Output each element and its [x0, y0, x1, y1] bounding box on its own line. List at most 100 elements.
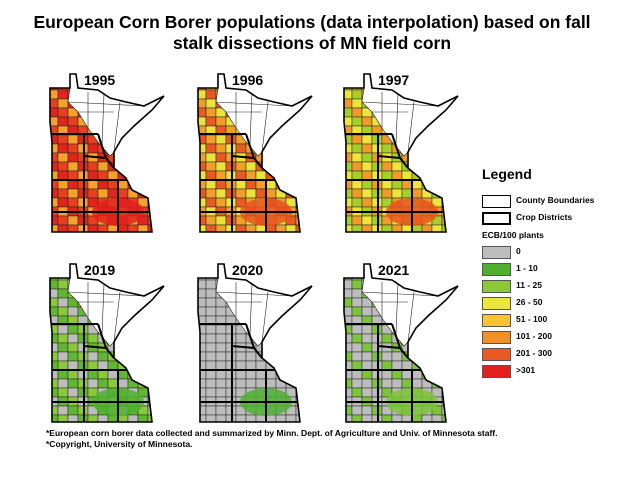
county-cell [305, 224, 312, 232]
county-cell [441, 264, 453, 272]
county-cell [285, 80, 297, 91]
county-cell [198, 264, 207, 272]
crop-district-line [377, 155, 401, 159]
county-cell [451, 315, 458, 326]
county-cell [431, 179, 443, 190]
county-cell [361, 197, 373, 208]
county-cell [157, 270, 164, 281]
county-cell [97, 351, 109, 362]
county-cell [462, 108, 472, 117]
county-cell [305, 80, 312, 91]
county-cell [392, 234, 402, 243]
county-cell [97, 170, 109, 181]
county-line [361, 101, 439, 107]
county-cell [361, 188, 373, 199]
county-cell [275, 161, 287, 172]
county-cell [361, 405, 373, 416]
county-cell [265, 351, 277, 362]
county-cell [351, 107, 363, 118]
county-cell [462, 379, 472, 388]
county-cell [275, 80, 287, 91]
state-outline [49, 263, 165, 423]
county-cell [157, 360, 164, 371]
county-cell [87, 369, 99, 380]
county-cell [351, 288, 363, 299]
county-cell [295, 170, 307, 181]
county-cell [87, 333, 99, 344]
county-cell [107, 360, 119, 371]
county-cell [441, 161, 453, 172]
county-cell [352, 234, 362, 243]
county-cell [441, 342, 453, 353]
county-cell [57, 306, 69, 317]
crop-district-line [231, 345, 255, 349]
county-cell [316, 108, 326, 117]
legend-label: County Boundaries [516, 195, 595, 205]
county-cell [205, 279, 217, 290]
county-cell [117, 188, 129, 199]
county-cell [441, 315, 453, 326]
county-cell [205, 134, 217, 145]
county-cell [127, 351, 139, 362]
county-cell [344, 143, 353, 154]
county-cell [361, 351, 373, 362]
county-cell [57, 74, 69, 82]
county-cell [295, 342, 307, 353]
county-cell [50, 179, 59, 190]
county-cell [462, 117, 472, 126]
county-cell [50, 215, 59, 226]
county-cell [285, 89, 297, 100]
county-cell [235, 170, 247, 181]
county-cell [316, 135, 326, 144]
county-cell [67, 360, 79, 371]
county-cell [431, 161, 443, 172]
county-cell [57, 197, 69, 208]
county-cell [462, 343, 472, 352]
county-cell [462, 298, 472, 307]
county-cell [87, 179, 99, 190]
county-cell [157, 188, 164, 199]
county-cell [168, 370, 178, 379]
county-cell [147, 161, 159, 172]
county-cell [285, 351, 297, 362]
county-cell [198, 74, 207, 82]
county-cell [138, 234, 148, 243]
county-cell [137, 270, 149, 281]
county-cell [50, 170, 59, 181]
county-cell [50, 188, 59, 199]
title-line-1: European Corn Borer populations (data in… [33, 12, 591, 32]
county-cell [205, 342, 217, 353]
county-cell [255, 179, 267, 190]
county-cell [205, 143, 217, 154]
county-cell [421, 143, 433, 154]
county-cell [215, 360, 227, 371]
county-cell [351, 297, 363, 308]
county-cell [305, 143, 312, 154]
minnesota-map-1995 [49, 73, 178, 243]
county-cell [295, 378, 307, 389]
county-cell [205, 179, 217, 190]
county-cell [137, 161, 149, 172]
county-cell [168, 415, 178, 424]
county-cell [295, 125, 307, 136]
county-cell [67, 215, 79, 226]
county-cell [305, 134, 312, 145]
county-cell [57, 279, 69, 290]
legend-row-crop-districts: Crop Districts [482, 211, 622, 227]
legend-class-swatch [482, 331, 511, 344]
county-cell [305, 360, 312, 371]
county-cell [381, 143, 393, 154]
county-cell [198, 360, 207, 371]
county-cell [462, 189, 472, 198]
county-cell [295, 161, 307, 172]
county-cell [305, 351, 312, 362]
county-cell [168, 90, 178, 99]
county-cell [137, 333, 149, 344]
county-cell [351, 264, 363, 272]
legend-class-row: 0 [482, 245, 622, 261]
county-cell [451, 264, 458, 272]
county-cell [57, 405, 69, 416]
county-cell [255, 369, 267, 380]
county-cell [462, 135, 472, 144]
county-cell [431, 333, 443, 344]
